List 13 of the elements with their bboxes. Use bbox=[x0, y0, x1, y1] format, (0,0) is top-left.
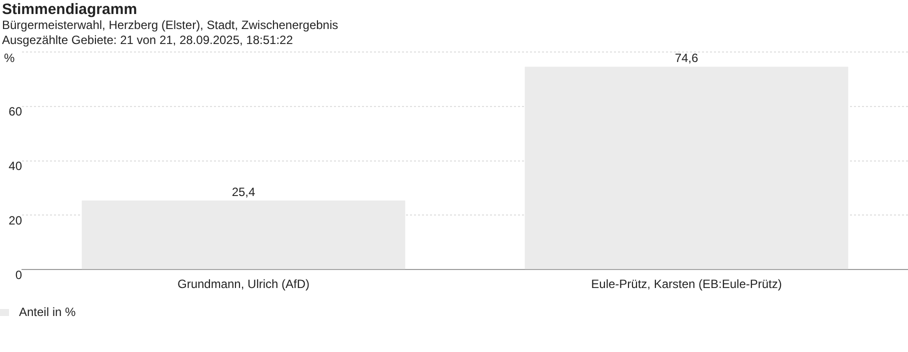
y-axis-title: % bbox=[4, 51, 15, 65]
x-tick-label: Eule-Prütz, Karsten (EB:Eule-Prütz) bbox=[591, 277, 782, 292]
chart-title: Stimmendiagramm bbox=[2, 1, 138, 18]
data-label: 74,6 bbox=[674, 51, 698, 65]
y-tick-label: 40 bbox=[8, 159, 22, 174]
y-tick-label: 20 bbox=[8, 214, 22, 228]
data-label: 25,4 bbox=[232, 184, 256, 199]
chart-subtitle: Bürgermeisterwahl, Herzberg (Elster), Stadt, Zwischenergebnis bbox=[2, 18, 338, 32]
text: Ausgezählte Gebiete: 21 von 21, 28.09.2025, 18:51:22 bbox=[2, 33, 293, 47]
legend-label: Anteil in % bbox=[19, 305, 76, 319]
y-tick-label: 60 bbox=[8, 104, 22, 119]
y-tick-label: 0 bbox=[15, 268, 22, 282]
x-tick-label: Grundmann, Ulrich (AfD) bbox=[177, 277, 310, 292]
